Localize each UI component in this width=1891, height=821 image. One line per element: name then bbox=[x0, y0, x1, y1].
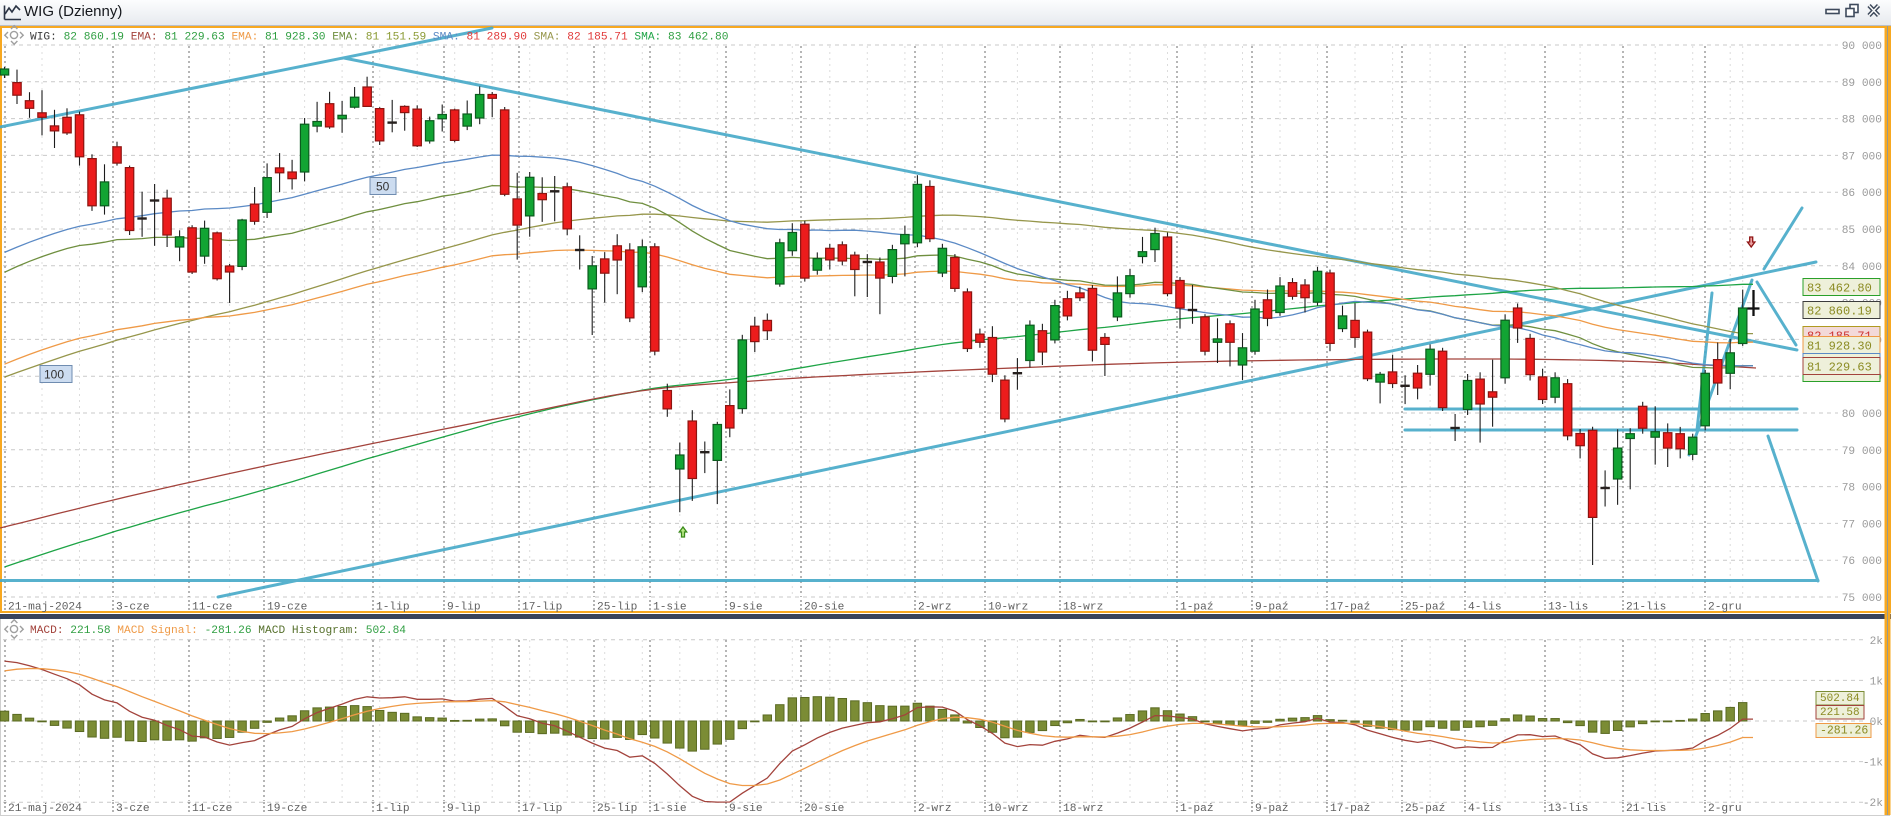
svg-text:81 928.30: 81 928.30 bbox=[1807, 340, 1872, 354]
svg-text:13-lis: 13-lis bbox=[1548, 602, 1588, 614]
svg-text:19-cze: 19-cze bbox=[267, 803, 307, 815]
svg-text:502.84: 502.84 bbox=[1820, 693, 1860, 705]
svg-text:1-sie: 1-sie bbox=[653, 602, 687, 614]
svg-text:9-sie: 9-sie bbox=[729, 602, 763, 614]
svg-text:18-wrz: 18-wrz bbox=[1063, 803, 1103, 815]
svg-text:21-lis: 21-lis bbox=[1626, 803, 1666, 815]
svg-text:221.58: 221.58 bbox=[1820, 707, 1860, 719]
svg-text:90 000: 90 000 bbox=[1842, 41, 1883, 53]
svg-text:2-wrz: 2-wrz bbox=[918, 602, 952, 614]
svg-text:25-lip: 25-lip bbox=[597, 602, 637, 614]
svg-text:9-paź: 9-paź bbox=[1255, 803, 1289, 815]
svg-text:77 000: 77 000 bbox=[1842, 519, 1883, 531]
svg-text:1-lip: 1-lip bbox=[376, 803, 410, 815]
svg-text:17-paź: 17-paź bbox=[1330, 803, 1370, 815]
svg-text:1-paź: 1-paź bbox=[1180, 803, 1214, 815]
svg-text:10-wrz: 10-wrz bbox=[988, 602, 1028, 614]
svg-text:4-lis: 4-lis bbox=[1468, 803, 1502, 815]
svg-text:89 000: 89 000 bbox=[1842, 78, 1883, 90]
svg-text:1k: 1k bbox=[1870, 676, 1884, 688]
svg-text:2k: 2k bbox=[1870, 636, 1884, 648]
svg-text:11-cze: 11-cze bbox=[192, 803, 232, 815]
svg-text:81 229.63: 81 229.63 bbox=[1807, 361, 1872, 375]
svg-text:3-cze: 3-cze bbox=[116, 803, 150, 815]
svg-text:82 860.19: 82 860.19 bbox=[1807, 305, 1872, 319]
svg-text:9-lip: 9-lip bbox=[447, 803, 481, 815]
svg-text:1-paź: 1-paź bbox=[1180, 602, 1214, 614]
svg-text:9-lip: 9-lip bbox=[447, 602, 481, 614]
svg-text:21-lis: 21-lis bbox=[1626, 602, 1666, 614]
svg-text:50: 50 bbox=[376, 180, 390, 194]
svg-text:75 000: 75 000 bbox=[1842, 593, 1883, 605]
svg-text:2-gru: 2-gru bbox=[1708, 602, 1742, 614]
svg-text:1-sie: 1-sie bbox=[653, 803, 687, 815]
svg-text:78 000: 78 000 bbox=[1842, 483, 1883, 495]
svg-text:9-sie: 9-sie bbox=[729, 803, 763, 815]
svg-text:11-cze: 11-cze bbox=[192, 602, 232, 614]
svg-text:17-lip: 17-lip bbox=[522, 602, 562, 614]
svg-text:100: 100 bbox=[44, 368, 64, 382]
svg-text:10-wrz: 10-wrz bbox=[988, 803, 1028, 815]
svg-text:13-lis: 13-lis bbox=[1548, 803, 1588, 815]
svg-text:87 000: 87 000 bbox=[1842, 151, 1883, 163]
svg-text:20-sie: 20-sie bbox=[804, 803, 844, 815]
svg-text:85 000: 85 000 bbox=[1842, 225, 1883, 237]
svg-text:WIG: 82 860.19 EMA: 81 229.63: WIG: 82 860.19 EMA: 81 229.63 EMA: 81 92… bbox=[30, 32, 729, 44]
svg-text:25-paź: 25-paź bbox=[1405, 602, 1445, 614]
svg-text:-281.26: -281.26 bbox=[1820, 725, 1868, 738]
svg-text:17-lip: 17-lip bbox=[522, 803, 562, 815]
svg-text:79 000: 79 000 bbox=[1842, 446, 1883, 458]
svg-text:84 000: 84 000 bbox=[1842, 262, 1883, 274]
svg-text:2-wrz: 2-wrz bbox=[918, 803, 952, 815]
svg-text:80 000: 80 000 bbox=[1842, 409, 1883, 421]
svg-text:2-gru: 2-gru bbox=[1708, 803, 1742, 815]
svg-text:88 000: 88 000 bbox=[1842, 115, 1883, 127]
svg-text:25-lip: 25-lip bbox=[597, 803, 637, 815]
svg-text:18-wrz: 18-wrz bbox=[1063, 602, 1103, 614]
svg-text:86 000: 86 000 bbox=[1842, 188, 1883, 200]
svg-text:19-cze: 19-cze bbox=[267, 602, 307, 614]
svg-text:20-sie: 20-sie bbox=[804, 602, 844, 614]
svg-text:17-paź: 17-paź bbox=[1330, 602, 1370, 614]
svg-text:-1k: -1k bbox=[1863, 758, 1883, 770]
svg-text:21-maj-2024: 21-maj-2024 bbox=[8, 803, 82, 815]
svg-text:76 000: 76 000 bbox=[1842, 556, 1883, 568]
svg-text:MACD: 221.58 MACD Signal: -281: MACD: 221.58 MACD Signal: -281.26 MACD H… bbox=[30, 625, 406, 637]
svg-text:25-paź: 25-paź bbox=[1405, 803, 1445, 815]
svg-text:4-lis: 4-lis bbox=[1468, 602, 1502, 614]
svg-text:-2k: -2k bbox=[1863, 798, 1883, 810]
svg-text:83 462.80: 83 462.80 bbox=[1807, 282, 1872, 296]
svg-text:21-maj-2024: 21-maj-2024 bbox=[8, 602, 82, 614]
svg-text:0k: 0k bbox=[1870, 717, 1884, 729]
svg-text:1-lip: 1-lip bbox=[376, 602, 410, 614]
svg-text:9-paź: 9-paź bbox=[1255, 602, 1289, 614]
svg-text:3-cze: 3-cze bbox=[116, 602, 150, 614]
